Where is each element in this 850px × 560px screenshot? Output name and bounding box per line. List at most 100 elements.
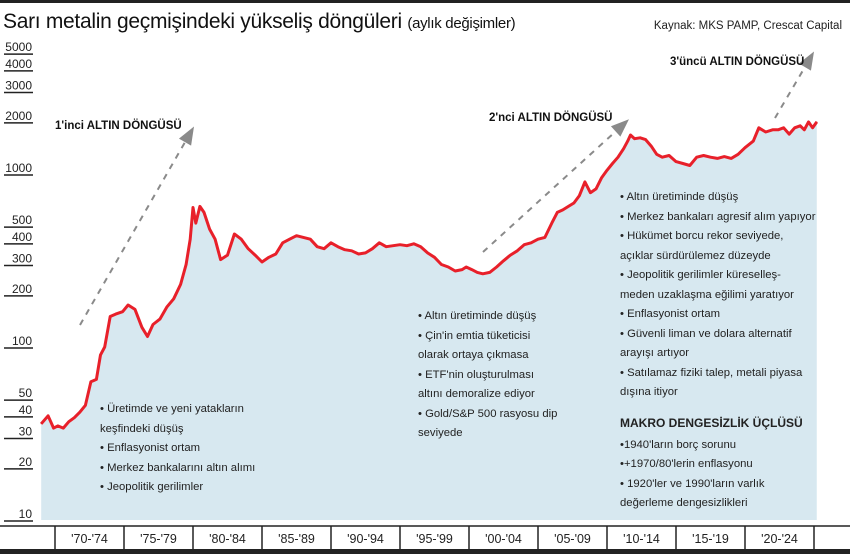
x-tick-label: '80-'84	[209, 532, 246, 546]
data-point	[95, 378, 97, 380]
data-point	[434, 256, 435, 258]
data-point	[289, 238, 291, 240]
note-line: • Hükümet borcu rekor seviyede,	[620, 230, 784, 242]
data-point	[777, 129, 779, 131]
x-tick-label: '15-'19	[692, 532, 729, 546]
data-point	[392, 245, 394, 247]
data-point	[337, 246, 339, 248]
data-point	[134, 308, 136, 310]
data-point	[316, 246, 318, 248]
data-point	[627, 140, 629, 142]
data-point	[185, 263, 187, 265]
x-tick-label: '00-'04	[485, 532, 522, 546]
data-point	[639, 137, 641, 139]
data-point	[758, 127, 760, 129]
data-point	[516, 250, 518, 252]
data-point	[703, 154, 705, 156]
data-point	[227, 254, 228, 256]
data-point	[606, 169, 608, 171]
note-line: dışına itiyor	[620, 386, 678, 398]
data-point	[584, 181, 586, 183]
subtitle: (aylık değişimler)	[407, 15, 516, 32]
y-tick-label: 100	[12, 334, 32, 348]
data-point	[650, 145, 652, 147]
data-point	[365, 252, 366, 254]
data-point	[385, 246, 387, 248]
data-point	[788, 133, 790, 135]
data-point	[199, 205, 201, 207]
data-point	[330, 242, 332, 244]
data-point	[141, 326, 143, 328]
data-point	[600, 177, 602, 179]
data-point	[413, 243, 415, 245]
data-point	[476, 271, 478, 273]
arrow-head-icon	[178, 126, 194, 146]
cycle3-notes: • Altın üretiminde düşüş • Merkez bankala…	[620, 188, 815, 403]
data-point	[530, 242, 532, 244]
data-point	[100, 354, 102, 356]
data-point	[573, 202, 575, 204]
data-point	[84, 404, 86, 406]
cycle-arrow-line	[774, 61, 809, 119]
data-point	[675, 161, 677, 163]
y-tick-label: 4000	[5, 57, 32, 71]
y-tick-label: 200	[12, 282, 32, 296]
data-point	[62, 427, 64, 429]
y-tick-label: 40	[19, 403, 33, 417]
data-point	[551, 222, 553, 224]
macro-item: • 1920'ler ve 1990'ların varlık	[620, 477, 765, 490]
data-point	[40, 423, 42, 425]
data-point	[233, 233, 235, 235]
x-tick-label: '90-'94	[347, 532, 384, 546]
data-point	[668, 154, 670, 156]
y-tick-label: 50	[19, 386, 33, 400]
data-point	[240, 238, 242, 240]
data-point	[567, 205, 569, 207]
data-point	[323, 248, 325, 250]
data-point	[544, 236, 546, 238]
data-point	[309, 238, 311, 240]
x-tick-label: '05-'09	[554, 532, 591, 546]
note-line: meden uzaklaşma eğilimi yaratıyor	[620, 288, 794, 301]
data-point	[794, 127, 796, 129]
data-point	[816, 121, 818, 123]
data-point	[152, 323, 154, 325]
data-point	[503, 260, 504, 262]
note-line: açıklar sürdürülemez düzeyde	[620, 249, 771, 262]
data-point	[90, 381, 92, 383]
cycle-arrow-line	[79, 136, 189, 326]
data-point	[537, 238, 539, 240]
source-note: Kaynak: MKS PAMP, Crescat Capital	[653, 20, 842, 32]
x-tick-label: '85-'89	[278, 532, 315, 546]
data-point	[783, 127, 785, 129]
data-point	[104, 346, 106, 348]
data-point	[344, 249, 346, 251]
macro-notes: MAKRO DENGESİZLİK ÜÇLÜSÜ •1940'ların bor…	[620, 408, 803, 514]
data-point	[275, 253, 277, 255]
y-tick-label: 500	[12, 213, 32, 227]
data-point	[73, 417, 75, 419]
data-point	[461, 269, 463, 271]
data-point	[203, 211, 205, 213]
data-point	[523, 244, 525, 246]
data-point	[420, 246, 422, 248]
data-point	[623, 148, 625, 150]
data-point	[682, 162, 684, 164]
note-line: keşfindeki düşüş	[100, 422, 184, 435]
data-point	[53, 427, 55, 429]
note-line: • Gold/S&P 500 rasyosu dip	[418, 407, 558, 420]
data-point	[220, 259, 222, 261]
data-point	[803, 129, 805, 131]
note-line: • Altın üretiminde düşüş	[620, 191, 739, 203]
macro-item: değerleme dengesizlikleri	[620, 497, 748, 509]
data-point	[57, 425, 59, 427]
y-tick-label: 5000	[5, 40, 32, 54]
macro-item: •+1970/80'lerin enflasyonu	[620, 458, 753, 470]
data-point	[173, 298, 175, 300]
data-point	[209, 228, 211, 230]
data-point	[261, 261, 263, 263]
data-point	[723, 156, 725, 158]
data-point	[195, 222, 197, 224]
note-line: • Merkez bankalarını altın alımı	[100, 461, 256, 474]
